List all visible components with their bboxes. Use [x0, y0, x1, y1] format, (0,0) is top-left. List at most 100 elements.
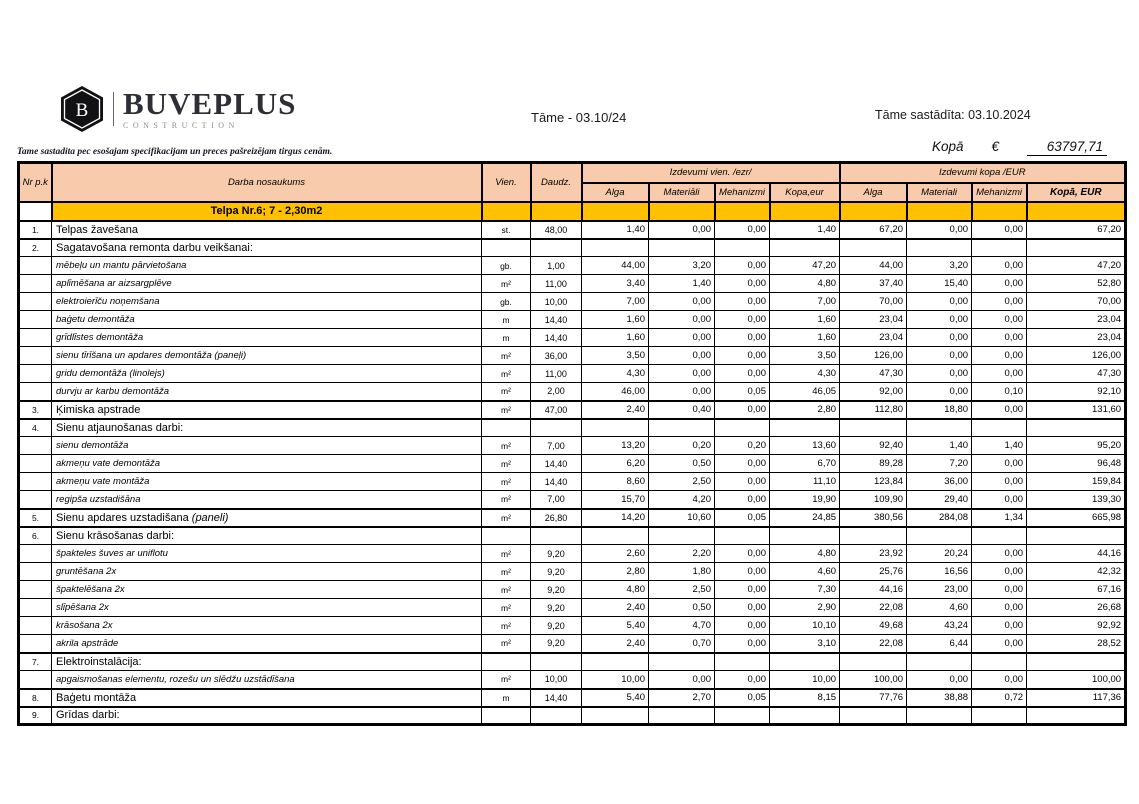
work-name-cell: aplīmēšana ar aizsargplēve	[51, 274, 482, 293]
unit-mehanizmi-cell: 0,00	[714, 454, 770, 473]
work-name-text: regipša uzstadišāna	[56, 493, 141, 505]
unit-cell: m²	[481, 544, 531, 563]
total-materiali-cell: 0,00	[906, 364, 973, 383]
work-name-cell: špakteles šuves ar uniflotu	[51, 544, 482, 563]
row-number-cell: 2.	[18, 237, 52, 257]
estimate-table-body: Telpa Nr.6; 7 - 2,30m2 1. Telpas žavešana…	[17, 200, 1127, 726]
total-mehanizmi-cell: 0,00	[971, 490, 1028, 509]
row-number-cell	[18, 454, 52, 473]
total-alga-cell: 22,08	[839, 634, 908, 653]
total-materiali-cell: 3,20	[906, 256, 973, 275]
unit-cell: m	[481, 687, 531, 707]
total-mehanizmi-cell: 0,00	[971, 346, 1028, 365]
brand-name: BUVEPLUS	[123, 85, 297, 121]
unit-cell	[481, 705, 531, 726]
unit-mehanizmi-cell: 0,00	[714, 399, 770, 419]
total-alga-cell: 123,84	[839, 472, 908, 491]
brand-tagline: CONSTRUCTION	[123, 120, 239, 130]
unit-cell: gb.	[481, 256, 531, 275]
total-kopa-eur-cell: 139,30	[1026, 490, 1127, 509]
unit-materiali-cell	[648, 525, 715, 545]
total-mehanizmi-cell: 0,00	[971, 219, 1028, 239]
total-kopa-eur-cell: 23,04	[1026, 310, 1127, 329]
unit-alga-cell: 2,60	[581, 544, 649, 563]
work-name-text: krāsošana 2x	[56, 620, 113, 631]
total-alga-cell: 126,00	[839, 346, 908, 365]
row-number-cell	[18, 598, 52, 617]
unit-kopa-cell: 7,30	[768, 580, 841, 599]
company-logo: B BUVEPLUS CONSTRUCTION	[58, 85, 296, 133]
total-mehanizmi-cell	[971, 237, 1028, 257]
unit-alga-cell: 13,20	[581, 436, 649, 455]
unit-mehanizmi-cell: 0,20	[714, 436, 770, 455]
total-kopa-eur-cell	[1026, 525, 1127, 545]
section-empty-cell	[713, 200, 771, 222]
total-value: 63797,71	[1027, 139, 1107, 156]
unit-cell	[481, 417, 531, 437]
table-row: 1. Telpas žavešana st. 48,00 1,40 0,00 0,00 1,4…	[18, 219, 1127, 239]
unit-cell: m²	[481, 507, 531, 527]
work-name-cell: Sagatavošana remonta darbu veikšanai:	[51, 237, 482, 257]
unit-mehanizmi-cell: 0,05	[714, 507, 770, 527]
quantity-cell	[530, 417, 582, 437]
unit-alga-cell	[581, 651, 649, 671]
total-materiali-cell	[906, 525, 973, 545]
quantity-cell: 11,00	[530, 364, 582, 383]
work-name-text: mēbeļu un mantu pārvietošana	[56, 260, 187, 271]
unit-alga-cell: 5,40	[581, 687, 649, 707]
quantity-cell	[530, 525, 582, 545]
total-materiali-cell: 36,00	[906, 472, 973, 491]
unit-kopa-cell: 4,80	[768, 274, 841, 293]
unit-materiali-cell	[648, 651, 715, 671]
unit-materiali-cell: 4,20	[648, 490, 715, 509]
quantity-cell: 9,20	[530, 544, 582, 563]
section-empty-cell	[529, 200, 583, 222]
unit-cell: m	[481, 310, 531, 329]
row-number-cell	[18, 472, 52, 491]
unit-materiali-cell: 2,50	[648, 580, 715, 599]
unit-kopa-cell: 2,90	[768, 598, 841, 617]
unit-mehanizmi-cell: 0,00	[714, 364, 770, 383]
unit-cell: m²	[481, 346, 531, 365]
total-kopa-eur-cell: 95,20	[1026, 436, 1127, 455]
col-header-mehanizmi-2: Mehanizmi	[970, 181, 1028, 203]
table-row: akmeņu vate montāža m² 14,40 8,60 2,50 0,00 11…	[18, 472, 1127, 491]
total-alga-cell: 109,90	[839, 490, 908, 509]
unit-mehanizmi-cell: 0,00	[714, 346, 770, 365]
total-mehanizmi-cell: 0,00	[971, 274, 1028, 293]
work-name-cell: durvju ar karbu demontāža	[51, 382, 482, 401]
total-mehanizmi-cell	[971, 417, 1028, 437]
row-number-cell	[18, 544, 52, 563]
total-mehanizmi-cell: 0,00	[971, 472, 1028, 491]
unit-kopa-cell: 19,90	[768, 490, 841, 509]
total-alga-cell: 23,04	[839, 328, 908, 347]
work-name-cell: Sienu apdares uzstadišana (paneli)	[51, 507, 482, 527]
unit-kopa-cell: 2,80	[768, 399, 841, 419]
total-mehanizmi-cell: 0,00	[971, 256, 1028, 275]
work-name-cell: gruntēšana 2x	[51, 562, 482, 581]
total-alga-cell: 22,08	[839, 598, 908, 617]
total-alga-cell: 67,20	[839, 219, 908, 239]
unit-alga-cell: 3,50	[581, 346, 649, 365]
total-materiali-cell: 43,24	[906, 616, 973, 635]
work-name-text: gruntēšana 2x	[56, 566, 117, 577]
total-kopa-eur-cell: 28,52	[1026, 634, 1127, 653]
unit-cell: st.	[481, 219, 531, 239]
total-alga-cell	[839, 705, 908, 726]
total-materiali-cell: 15,40	[906, 274, 973, 293]
total-kopa-eur-cell: 47,20	[1026, 256, 1127, 275]
total-materiali-cell: 29,40	[906, 490, 973, 509]
total-kopa-eur-cell: 92,10	[1026, 382, 1127, 401]
unit-materiali-cell: 0,00	[648, 219, 715, 239]
col-header-alga-1: Alga	[580, 181, 650, 203]
row-number-cell	[18, 328, 52, 347]
total-mehanizmi-cell: 0,00	[971, 580, 1028, 599]
work-name-text: Sienu apdares uzstadišana	[56, 511, 189, 524]
unit-materiali-cell: 2,50	[648, 472, 715, 491]
unit-materiali-cell: 0,00	[648, 328, 715, 347]
total-materiali-cell: 1,40	[906, 436, 973, 455]
total-kopa-eur-cell: 131,60	[1026, 399, 1127, 419]
work-name-text: Sienu krāsošanas darbi:	[56, 529, 175, 542]
unit-mehanizmi-cell: 0,00	[714, 328, 770, 347]
total-kopa-eur-cell: 126,00	[1026, 346, 1127, 365]
